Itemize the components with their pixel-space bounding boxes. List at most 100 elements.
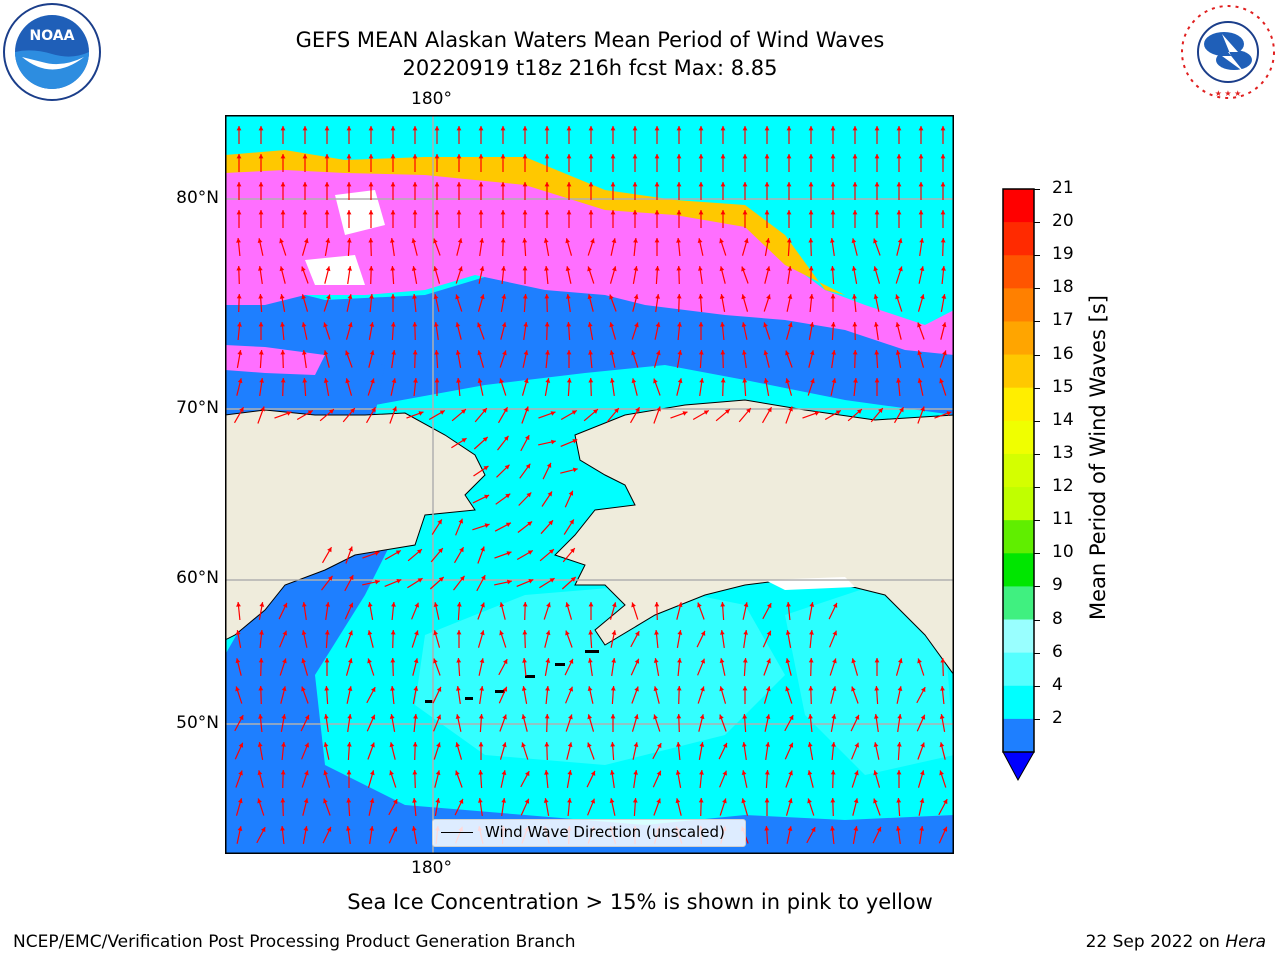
wind-wave-arrow-head <box>260 406 265 412</box>
wind-wave-arrow-head <box>370 770 375 776</box>
wind-wave-arrow-head <box>505 522 511 527</box>
map-panel <box>225 115 954 854</box>
wind-wave-arrow-head <box>698 210 704 215</box>
wind-wave-arrow-head <box>831 742 836 747</box>
wind-wave-arrow-head <box>390 182 396 187</box>
wind-wave-arrow-head <box>700 658 705 664</box>
wind-wave-arrow-head <box>614 408 619 413</box>
wind-wave-arrow-head <box>395 550 401 555</box>
wind-wave-arrow-head <box>483 466 489 471</box>
wind-wave-arrow-head <box>632 210 638 215</box>
wind-wave-arrow-head <box>412 210 418 215</box>
wind-wave-arrow-head <box>236 154 242 159</box>
wind-wave-arrow-head <box>852 322 858 327</box>
wind-wave-arrow-head <box>703 410 709 415</box>
wind-wave-arrow-head <box>874 686 880 691</box>
wind-wave-arrow-head <box>720 378 726 383</box>
wind-wave-arrow-head <box>349 575 354 581</box>
wind-wave-arrow-head <box>390 294 396 299</box>
wind-wave-arrow-head <box>368 266 374 271</box>
wind-wave-arrow-head <box>550 411 556 416</box>
wind-wave-arrow-head <box>940 238 946 243</box>
colorbar-tick-label: 9 <box>1052 575 1063 596</box>
wind-wave-arrow-head <box>502 350 507 356</box>
wind-wave-arrow-head <box>940 658 946 663</box>
wind-wave-arrow-head <box>566 126 572 131</box>
wind-wave-arrow-head <box>412 154 418 159</box>
wind-wave-arrow-head <box>236 294 242 299</box>
wind-wave-arrow-head <box>371 407 376 413</box>
wind-wave-arrow-head <box>698 798 704 803</box>
wind-wave-arrow-head <box>502 714 507 720</box>
wind-wave-arrow-head <box>345 378 350 384</box>
wind-wave-arrow-head <box>238 742 244 748</box>
colorbar-tick-mark <box>1034 354 1040 356</box>
wind-wave-arrow-head <box>854 770 859 776</box>
wind-wave-arrow-head <box>504 464 510 470</box>
wind-wave-arrow-head <box>787 266 792 271</box>
wind-wave-arrow-head <box>785 378 790 384</box>
lon-label-top: 180° <box>411 89 452 109</box>
wind-wave-arrow-head <box>917 322 922 328</box>
wind-wave-arrow-head <box>456 686 461 691</box>
wind-wave-arrow-head <box>346 770 352 775</box>
wind-wave-arrow-head <box>434 350 440 355</box>
wind-wave-arrow-head <box>280 378 286 383</box>
wind-wave-arrow-head <box>412 350 418 355</box>
wind-wave-arrow-head <box>939 378 944 384</box>
wind-wave-arrow-head <box>544 154 550 159</box>
wind-wave-arrow-head <box>785 630 791 635</box>
wind-wave-arrow-head <box>568 686 573 692</box>
wind-wave-arrow-head <box>942 350 947 356</box>
wind-wave-arrow-head <box>920 294 925 300</box>
wind-wave-arrow-head <box>786 182 792 187</box>
lat-label-60: 60°N <box>176 568 219 588</box>
wind-wave-arrow-head <box>324 630 330 635</box>
colorbar-tick-label: 13 <box>1052 442 1074 463</box>
wind-wave-arrow-head <box>434 182 440 187</box>
wind-wave-arrow-head <box>572 439 578 444</box>
wind-wave-arrow-head <box>324 126 330 131</box>
wind-wave-arrow-head <box>919 266 925 271</box>
wind-wave-arrow-head <box>347 266 352 271</box>
wind-wave-arrow-head <box>282 630 287 636</box>
wind-wave-arrow-head <box>390 630 396 635</box>
wind-wave-arrow-head <box>412 742 418 747</box>
wind-wave-arrow-head <box>565 602 570 608</box>
wind-wave-arrow-head <box>345 350 350 356</box>
legend-label: Wind Wave Direction (unscaled) <box>485 823 725 841</box>
wind-wave-arrow-head <box>545 630 551 636</box>
wind-wave-arrow-head <box>479 238 484 243</box>
wind-wave-arrow-head <box>587 714 592 720</box>
wind-wave-arrow-head <box>566 182 572 187</box>
wind-wave-arrow-head <box>500 210 506 215</box>
wind-wave-arrow-head <box>236 602 241 607</box>
wind-wave-arrow-head <box>698 182 704 187</box>
wind-wave-arrow-head <box>655 294 660 299</box>
wind-wave-arrow-head <box>767 407 772 413</box>
wind-wave-arrow-head <box>482 437 488 442</box>
colorbar-tick-mark <box>1034 255 1040 257</box>
wind-wave-arrow-head <box>946 411 952 416</box>
wind-wave-arrow-head <box>439 410 445 415</box>
wind-wave-arrow-head <box>742 658 748 663</box>
wind-wave-arrow-head <box>302 182 308 187</box>
wind-wave-arrow-head <box>412 126 418 131</box>
wind-wave-arrow-head <box>719 238 724 244</box>
wind-wave-arrow-head <box>700 630 706 636</box>
wind-wave-arrow-head <box>236 210 242 215</box>
wind-wave-arrow-head <box>280 182 286 187</box>
wind-wave-arrow-head <box>482 408 487 413</box>
wind-wave-arrow-head <box>477 350 482 356</box>
wind-wave-arrow-head <box>655 322 661 327</box>
wind-wave-arrow-head <box>808 658 814 663</box>
wind-wave-arrow-head <box>786 210 792 215</box>
wind-wave-arrow-head <box>412 770 418 775</box>
wind-wave-arrow-head <box>391 602 396 607</box>
colorbar-bin <box>1003 222 1034 256</box>
wind-wave-arrow-head <box>303 826 309 831</box>
wind-wave-arrow-head <box>566 322 572 327</box>
colorbar-tick-label: 11 <box>1052 509 1074 530</box>
wind-wave-arrow-head <box>896 182 902 187</box>
wind-wave-arrow-head <box>323 378 329 383</box>
